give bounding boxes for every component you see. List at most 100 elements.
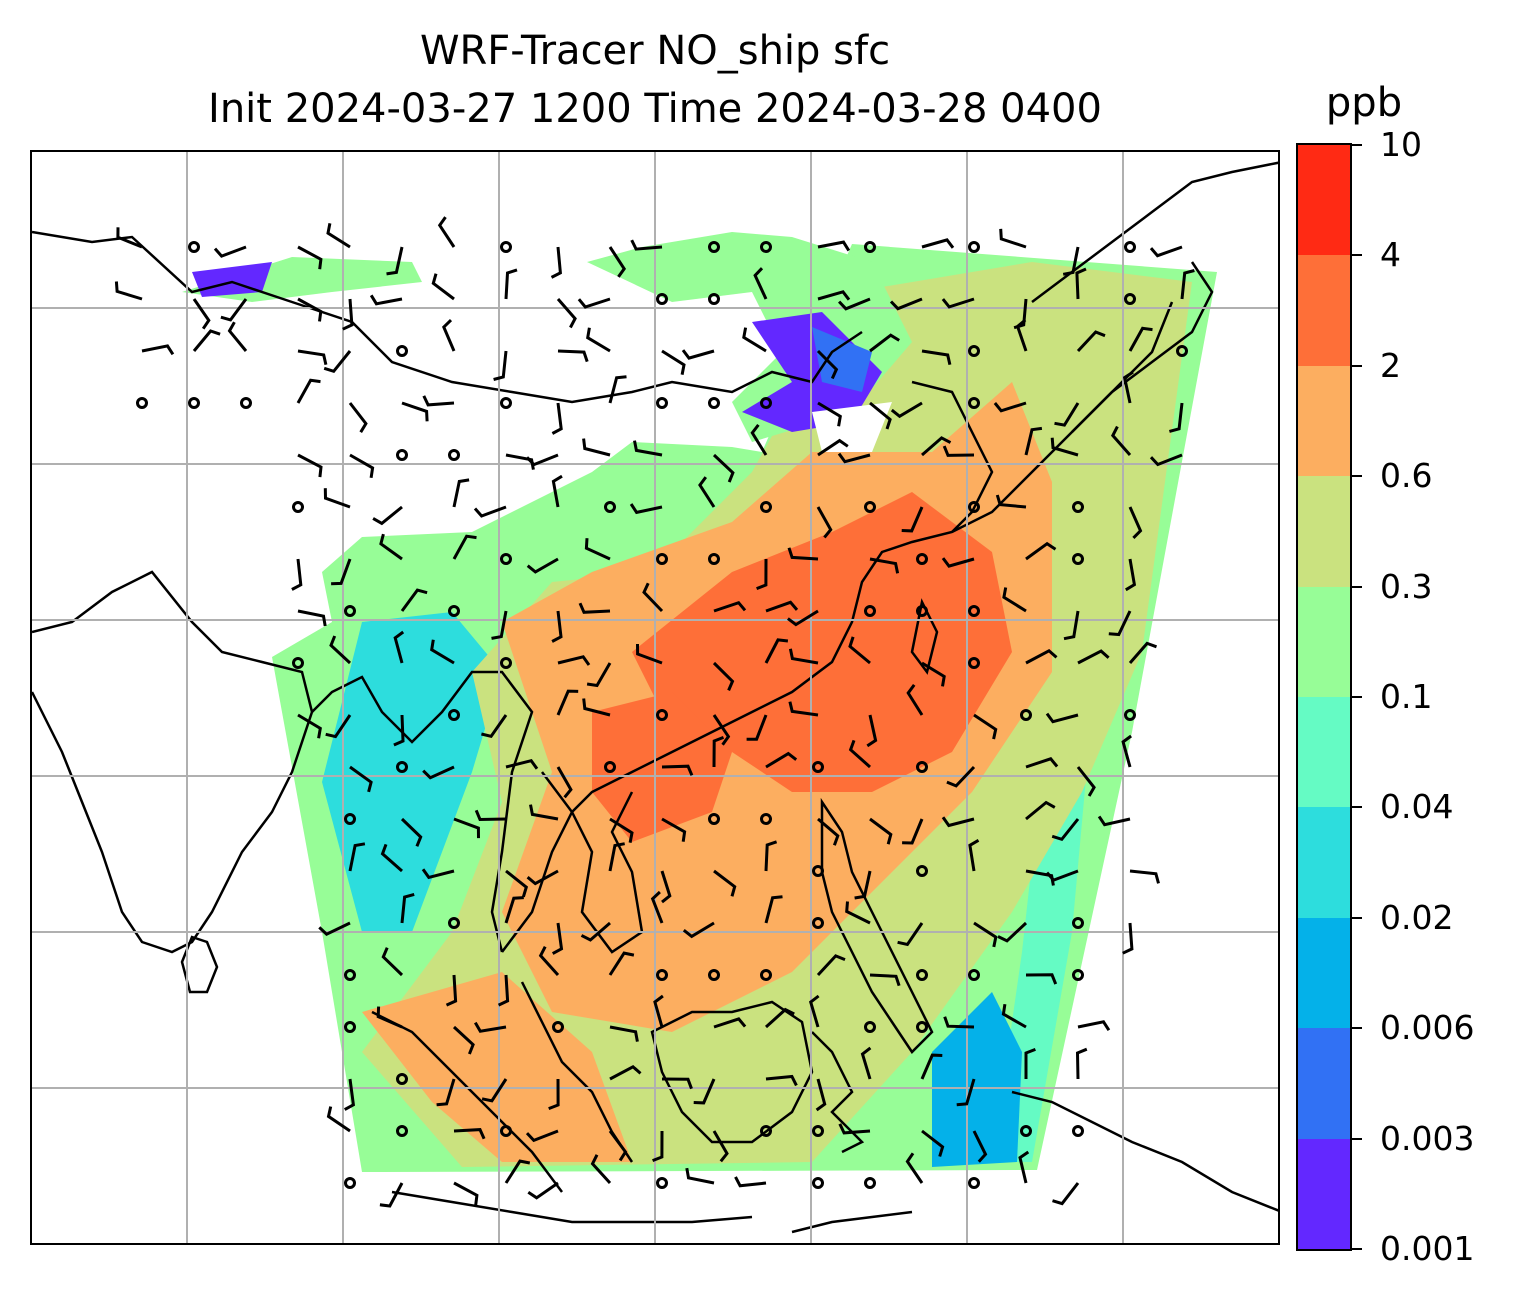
colorbar-tick-label: 0.02 <box>1380 897 1454 937</box>
wind-barb <box>348 842 366 872</box>
wind-barb <box>995 494 1027 509</box>
wind-barb <box>431 273 455 301</box>
wind-barb <box>1063 610 1080 641</box>
calm-wind-marker <box>812 761 824 773</box>
wind-barb <box>326 223 351 249</box>
colorbar-tick <box>1352 585 1362 588</box>
wind-barb <box>712 736 725 768</box>
wind-barb <box>764 895 783 924</box>
wind-barb <box>381 947 404 977</box>
map-panel[interactable] <box>30 150 1280 1245</box>
colorbar-tick <box>1352 1027 1362 1030</box>
calm-wind-marker <box>292 501 304 513</box>
wind-barb <box>1018 1150 1030 1184</box>
colorbar-segment <box>1298 806 1350 918</box>
wind-barb <box>816 349 839 380</box>
wind-barb <box>436 1078 456 1107</box>
calm-wind-marker <box>968 605 980 617</box>
calm-wind-marker <box>136 397 148 409</box>
wind-barb <box>422 395 455 407</box>
wind-barb <box>291 558 303 591</box>
colorbar-segment <box>1298 365 1350 477</box>
wind-barb <box>1128 326 1153 352</box>
wind-barb <box>854 870 872 900</box>
wind-barb <box>114 281 143 301</box>
wind-barb <box>608 246 627 278</box>
colorbar-tick-label: 0.003 <box>1380 1118 1475 1158</box>
wind-barb <box>609 817 634 843</box>
calm-wind-marker <box>1072 969 1084 981</box>
gridlines <box>32 152 1278 1243</box>
wind-barb <box>527 1181 559 1200</box>
colorbar-tick <box>1352 475 1362 478</box>
calm-wind-marker <box>604 501 616 513</box>
calm-wind-marker <box>1072 917 1084 929</box>
wind-barb <box>661 349 686 375</box>
calm-wind-marker <box>500 1125 512 1137</box>
wind-barb <box>993 401 1027 413</box>
coastline-java <box>391 1190 753 1224</box>
colorbar-segment <box>1298 917 1350 1029</box>
calm-wind-marker <box>344 1021 356 1033</box>
coastline-srilanka <box>180 935 219 994</box>
wind-barb <box>866 714 878 748</box>
calm-wind-marker <box>968 657 980 669</box>
wind-barb <box>712 661 735 691</box>
calm-wind-marker <box>760 241 772 253</box>
wind-barb <box>1149 245 1183 258</box>
wind-barb <box>422 765 455 780</box>
calm-wind-marker <box>188 241 200 253</box>
wind-barb <box>1122 922 1134 955</box>
calm-wind-marker <box>448 709 460 721</box>
wind-barb <box>869 333 900 353</box>
wind-barb <box>1025 541 1057 561</box>
colorbar-tick-label: 4 <box>1380 235 1401 275</box>
wind-barb <box>329 635 352 665</box>
wind-barb <box>765 600 799 613</box>
wind-barb <box>192 298 211 330</box>
calm-wind-marker <box>1176 345 1188 357</box>
wind-barb <box>869 557 900 574</box>
wind-barb <box>1121 734 1132 768</box>
wind-barb <box>557 655 591 666</box>
wind-barb <box>529 804 559 821</box>
wind-barb <box>504 896 524 924</box>
calm-wind-marker <box>396 345 408 357</box>
wind-barb <box>713 600 747 613</box>
wind-barb <box>556 766 573 799</box>
calm-wind-marker <box>968 397 980 409</box>
colorbar-tick-label: 2 <box>1380 345 1401 385</box>
wind-barb <box>379 1182 404 1208</box>
concentration-fill-orange-south <box>362 972 632 1162</box>
wind-barb <box>452 1025 475 1055</box>
calm-wind-marker <box>812 1125 824 1137</box>
wind-barb <box>653 994 664 1028</box>
wind-barb <box>750 423 768 456</box>
wind-barb <box>141 344 175 356</box>
colorbar-tick <box>1352 1137 1362 1140</box>
wind-barb <box>817 438 849 457</box>
wind-barb <box>497 974 510 1007</box>
calm-wind-marker <box>1020 709 1032 721</box>
calm-wind-marker <box>916 553 928 565</box>
wind-barb <box>973 921 998 948</box>
calm-wind-marker <box>344 605 356 617</box>
wind-barb <box>349 453 375 479</box>
calm-wind-marker <box>292 657 304 669</box>
wind-barb <box>661 1077 693 1090</box>
wind-barb <box>1076 330 1106 353</box>
wind-barb <box>1024 1047 1036 1079</box>
wind-barb <box>681 349 715 360</box>
wind-barb <box>380 843 403 873</box>
wind-barb <box>297 297 323 322</box>
wind-barb <box>661 817 687 842</box>
wind-barb <box>437 216 456 248</box>
wind-barb <box>941 557 975 568</box>
wind-barb <box>505 758 539 770</box>
wind-barb <box>1097 815 1131 827</box>
colorbar-tick-label: 0.006 <box>1380 1008 1475 1048</box>
wind-barb <box>393 630 405 664</box>
wind-barb <box>421 868 455 880</box>
wind-barb <box>764 638 789 664</box>
wind-barb <box>1002 587 1027 613</box>
